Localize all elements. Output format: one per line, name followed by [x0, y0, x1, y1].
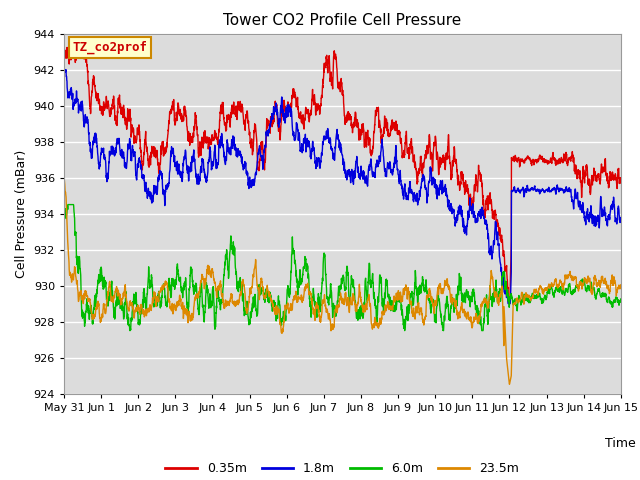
0.35m [606, 170, 614, 176]
1.8m [504, 300, 512, 306]
0.35m [68, 40, 76, 46]
0.35m [124, 106, 132, 112]
0.35m [60, 48, 68, 54]
23.5m [546, 285, 554, 291]
1.8m [157, 172, 164, 178]
6.0m [298, 279, 306, 285]
Text: TZ_co2prof: TZ_co2prof [72, 41, 147, 54]
1.8m [606, 209, 614, 215]
Line: 23.5m: 23.5m [64, 178, 621, 384]
1.8m [298, 145, 306, 151]
6.0m [64, 202, 72, 207]
0.35m [298, 116, 306, 122]
23.5m [157, 288, 164, 294]
6.0m [157, 303, 164, 309]
0.35m [547, 159, 554, 165]
6.0m [126, 328, 134, 334]
1.8m [61, 67, 68, 72]
23.5m [617, 283, 625, 289]
6.0m [606, 300, 614, 306]
1.8m [547, 188, 554, 194]
23.5m [506, 382, 513, 387]
6.0m [547, 285, 554, 291]
Line: 6.0m: 6.0m [64, 204, 621, 331]
1.8m [274, 111, 282, 117]
23.5m [606, 288, 614, 294]
1.8m [60, 70, 68, 75]
Y-axis label: Cell Pressure (mBar): Cell Pressure (mBar) [15, 149, 28, 278]
0.35m [617, 175, 625, 180]
23.5m [298, 293, 305, 299]
Legend: 0.35m, 1.8m, 6.0m, 23.5m: 0.35m, 1.8m, 6.0m, 23.5m [161, 457, 524, 480]
0.35m [157, 153, 164, 159]
6.0m [274, 303, 282, 309]
0.35m [505, 300, 513, 306]
23.5m [274, 304, 282, 310]
1.8m [617, 215, 625, 220]
23.5m [124, 305, 131, 311]
6.0m [124, 311, 132, 317]
Line: 1.8m: 1.8m [64, 70, 621, 303]
Title: Tower CO2 Profile Cell Pressure: Tower CO2 Profile Cell Pressure [223, 13, 461, 28]
1.8m [124, 147, 132, 153]
Line: 0.35m: 0.35m [64, 43, 621, 303]
6.0m [60, 210, 68, 216]
6.0m [617, 296, 625, 302]
23.5m [60, 175, 68, 180]
X-axis label: Time: Time [605, 437, 636, 450]
0.35m [274, 122, 282, 128]
